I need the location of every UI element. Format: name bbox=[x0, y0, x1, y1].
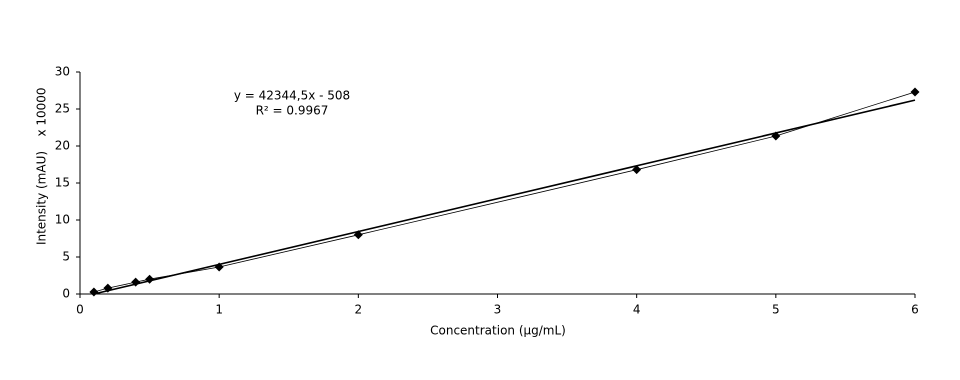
x-tick-label: 5 bbox=[772, 303, 780, 317]
point bbox=[632, 165, 642, 175]
y-multiplier: x 10000 bbox=[35, 87, 49, 136]
x-tick-label: 2 bbox=[355, 303, 363, 317]
connect-line bbox=[93, 91, 916, 293]
y-tick-label: 0 bbox=[62, 287, 70, 301]
point bbox=[910, 87, 920, 97]
y-tick-label: 20 bbox=[55, 139, 70, 153]
y-tick-label: 5 bbox=[62, 250, 70, 264]
y-tick-label: 10 bbox=[55, 213, 70, 227]
x-tick-label: 3 bbox=[494, 303, 502, 317]
y-tick-label: 25 bbox=[55, 102, 70, 116]
x-tick-label: 0 bbox=[76, 303, 84, 317]
trend-line bbox=[93, 99, 916, 295]
y-tick-label: 15 bbox=[55, 176, 70, 190]
x-tick-label: 6 bbox=[911, 303, 919, 317]
equation: y = 42344,5x - 508 bbox=[234, 89, 350, 103]
point bbox=[89, 287, 99, 297]
y-tick-label: 30 bbox=[55, 65, 70, 79]
x-axis-title: Concentration (µg/mL) bbox=[430, 324, 566, 338]
r-squared: R² = 0.9967 bbox=[256, 104, 329, 118]
y-axis-title: Intensity (mAU) bbox=[35, 151, 49, 245]
x-tick-label: 4 bbox=[633, 303, 641, 317]
x-tick-label: 1 bbox=[215, 303, 223, 317]
